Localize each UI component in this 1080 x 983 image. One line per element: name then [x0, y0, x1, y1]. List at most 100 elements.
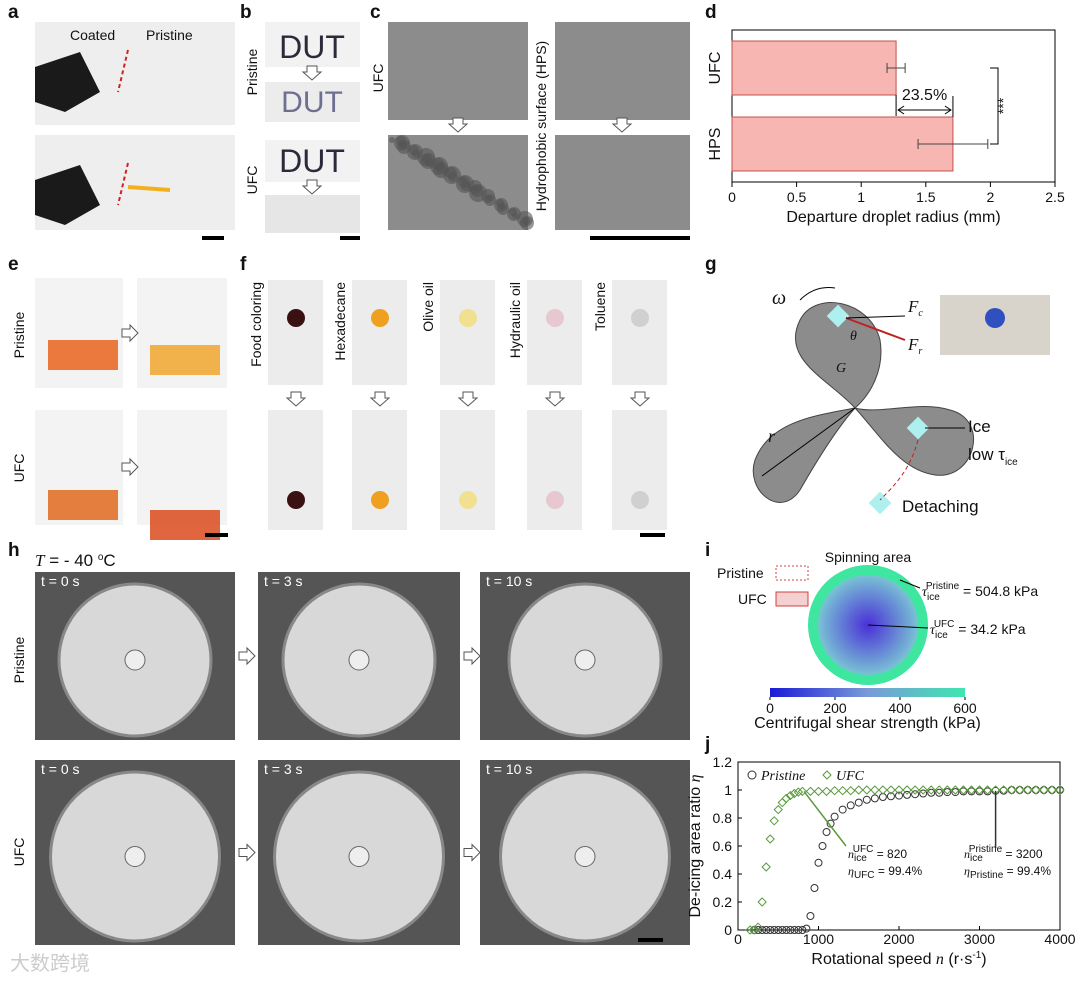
photo-text: DUT [279, 143, 345, 179]
omega: ω [772, 287, 786, 309]
photo [137, 410, 227, 525]
photo [440, 280, 495, 385]
liquid-label: Hydraulic oil [507, 282, 523, 358]
drop [459, 491, 477, 509]
panel-label: i [705, 540, 710, 561]
colorbar [770, 688, 965, 697]
photo [527, 280, 582, 385]
point [838, 805, 847, 814]
point [854, 785, 864, 795]
part: ice [854, 853, 867, 864]
y-tick-label: 0 [724, 922, 732, 938]
drop [631, 491, 649, 509]
photo [265, 82, 360, 122]
part: = 820 [873, 847, 907, 861]
row-label: UFC [370, 64, 386, 93]
point [745, 925, 755, 935]
x-tick-label: 0.5 [787, 189, 807, 205]
point [862, 785, 872, 795]
y-tick-label: HPS [707, 128, 724, 161]
arrow [611, 117, 633, 133]
detaching: Detaching [902, 497, 979, 516]
r-line [761, 407, 856, 477]
point [935, 788, 944, 797]
force-r: Fr [907, 335, 922, 357]
photo [388, 22, 528, 120]
bar [731, 40, 897, 96]
photo-layer [35, 22, 1050, 945]
y-tick-label: 0.2 [713, 894, 733, 910]
sym: F [907, 297, 919, 316]
point [919, 789, 928, 798]
photo-text: DUT [279, 29, 345, 65]
photo [555, 135, 690, 230]
ptr [867, 624, 929, 629]
point [1006, 785, 1017, 795]
droplet [517, 211, 533, 227]
sup: UFC [934, 619, 955, 630]
point [837, 785, 848, 796]
point [761, 862, 771, 872]
ice-cube [826, 304, 850, 328]
point [1055, 785, 1065, 795]
point [1047, 786, 1056, 794]
ice-cube [906, 416, 930, 440]
point [902, 785, 912, 795]
point [958, 785, 969, 795]
point [943, 788, 952, 797]
theta: θ [850, 329, 857, 344]
y-tick-label: 1.2 [713, 754, 733, 770]
fc [845, 315, 906, 319]
liquid-label: Olive oil [420, 282, 436, 332]
part: = 99.4% [875, 864, 923, 878]
point [814, 858, 823, 867]
arrow [238, 646, 256, 666]
point [806, 912, 815, 920]
droplet [468, 180, 482, 194]
point [870, 794, 879, 803]
y-tick-label: 0.8 [713, 810, 733, 826]
x-tick-label: 1 [857, 189, 865, 205]
radius: r [768, 426, 776, 446]
point [910, 785, 920, 795]
photo [268, 280, 323, 385]
point [895, 791, 903, 800]
sub: r [918, 346, 922, 357]
row-label: Hydrophobic surface (HPS) [533, 41, 549, 211]
blade [752, 302, 975, 503]
part: η [687, 774, 704, 782]
fr [845, 317, 906, 341]
part: η [848, 864, 854, 878]
point [793, 787, 804, 797]
point [918, 785, 928, 795]
point [903, 790, 912, 799]
liquid [48, 490, 118, 520]
droplet [509, 208, 517, 216]
point [974, 785, 985, 795]
annotation: 23.5% [902, 87, 947, 104]
legend-ufc-box [775, 591, 809, 607]
panel-label: b [240, 2, 252, 23]
sym: τ [930, 623, 936, 638]
droplet [389, 137, 395, 143]
point [798, 926, 807, 934]
drop [371, 491, 389, 509]
droplet [396, 136, 406, 146]
arrow [121, 323, 139, 343]
arrow [447, 117, 469, 133]
photo [265, 22, 360, 67]
point [829, 785, 840, 796]
cap [985, 308, 1005, 328]
x-tick-label: 1.5 [916, 189, 936, 205]
panel-label: c [370, 2, 381, 23]
sub: c [918, 308, 923, 319]
sub: ice [935, 630, 948, 641]
label-pristine: Pristine [146, 27, 193, 43]
point [998, 785, 1009, 795]
photo [265, 140, 360, 182]
drop [287, 491, 305, 509]
point [927, 788, 936, 797]
annotation: *** [995, 97, 1011, 114]
part: ice [970, 853, 983, 864]
i-title: Spinning area [825, 549, 912, 565]
